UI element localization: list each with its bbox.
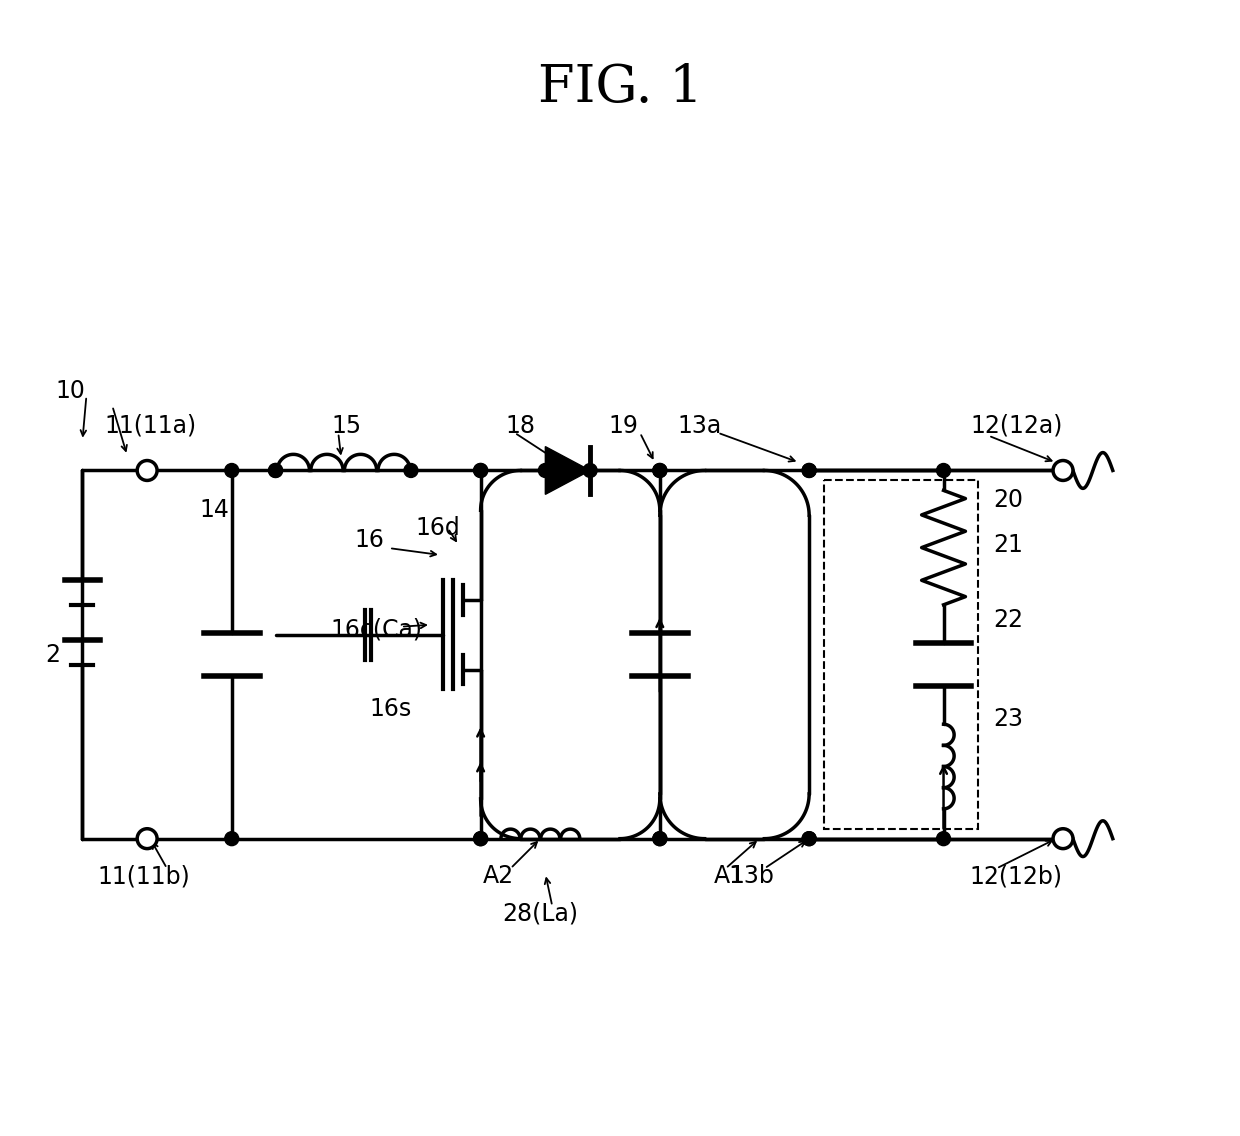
Circle shape (474, 832, 487, 845)
Circle shape (1053, 460, 1073, 481)
Text: 20: 20 (993, 488, 1023, 512)
Text: 19: 19 (608, 414, 637, 437)
Bar (825, 481, 978, 829)
Circle shape (652, 832, 667, 845)
Polygon shape (546, 446, 590, 494)
Circle shape (1053, 829, 1073, 849)
Circle shape (936, 463, 951, 477)
Text: A1: A1 (714, 864, 745, 888)
Text: 13a: 13a (677, 414, 722, 437)
Text: 14: 14 (200, 499, 229, 523)
Circle shape (802, 463, 816, 477)
Text: 16d: 16d (415, 516, 460, 541)
Circle shape (652, 463, 667, 477)
Text: 16s: 16s (370, 698, 412, 721)
Circle shape (269, 463, 283, 477)
Circle shape (138, 460, 157, 481)
Circle shape (474, 463, 487, 477)
Text: 11(11a): 11(11a) (104, 414, 196, 437)
Circle shape (474, 832, 487, 845)
Text: 15: 15 (331, 414, 361, 437)
Circle shape (538, 463, 552, 477)
Text: 21: 21 (993, 533, 1023, 557)
Text: A2: A2 (484, 864, 515, 888)
Circle shape (802, 832, 816, 845)
Circle shape (474, 463, 487, 477)
Circle shape (224, 463, 239, 477)
Text: 16c(Ca): 16c(Ca) (330, 618, 422, 642)
Text: 10: 10 (56, 379, 86, 403)
Circle shape (652, 832, 667, 845)
Circle shape (269, 463, 283, 477)
Text: 12(12a): 12(12a) (970, 414, 1063, 437)
Circle shape (802, 463, 816, 477)
Text: 16: 16 (355, 528, 384, 552)
Circle shape (224, 832, 239, 845)
Text: 13b: 13b (729, 864, 774, 888)
Text: 23: 23 (993, 708, 1023, 732)
Text: 12(12b): 12(12b) (970, 864, 1063, 888)
Text: FIG. 1: FIG. 1 (538, 61, 702, 112)
Text: 2: 2 (45, 643, 60, 667)
Circle shape (138, 829, 157, 849)
Text: 22: 22 (993, 608, 1023, 632)
Circle shape (404, 463, 418, 477)
Circle shape (802, 832, 816, 845)
Text: 18: 18 (506, 414, 536, 437)
Circle shape (583, 463, 598, 477)
Text: 28(La): 28(La) (502, 901, 578, 926)
Circle shape (936, 832, 951, 845)
Text: 11(11b): 11(11b) (98, 864, 191, 888)
Circle shape (652, 463, 667, 477)
